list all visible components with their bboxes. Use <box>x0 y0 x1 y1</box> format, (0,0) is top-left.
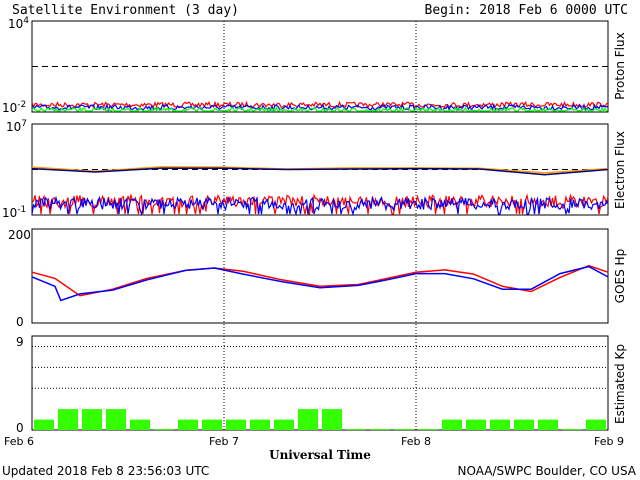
kp-bar <box>514 419 534 430</box>
kp-bar <box>154 429 174 430</box>
goes-hp-series-group <box>31 264 609 302</box>
kp-bar <box>346 429 366 430</box>
kp-bar <box>322 409 342 430</box>
proton-ymin-label: 10-2 <box>2 100 26 115</box>
kp-bar <box>442 419 462 430</box>
electron-ymax-label: 107 <box>6 119 27 134</box>
series-line <box>31 167 609 176</box>
proton-ymax-label: 104 <box>8 16 29 31</box>
series-line <box>31 193 609 215</box>
proton-panel <box>31 20 609 113</box>
x-tick-feb6: Feb 6 <box>4 435 34 448</box>
kp-bar <box>370 429 390 430</box>
kp-bar <box>130 419 150 430</box>
kp-bar <box>226 419 246 430</box>
goes-hp-ymax-label: 200 <box>8 228 31 242</box>
begin-time: Begin: 2018 Feb 6 0000 UTC <box>425 3 629 18</box>
proton-series-group <box>31 66 609 113</box>
series-line <box>31 106 609 113</box>
kp-bar <box>178 419 198 430</box>
x-tick-feb7: Feb 7 <box>209 435 239 448</box>
kp-ymin-label: 0 <box>16 421 24 435</box>
series-line <box>31 166 609 174</box>
x-tick-feb9: Feb 9 <box>594 435 624 448</box>
kp-bar <box>418 429 438 430</box>
kp-ymax-label: 9 <box>16 335 24 349</box>
kp-bar <box>274 419 294 430</box>
kp-bar <box>538 419 558 430</box>
series-line <box>31 265 609 302</box>
goes-hp-panel <box>31 228 609 324</box>
kp-bar <box>490 419 510 430</box>
kp-bar <box>466 419 486 430</box>
goes-hp-ymin-label: 0 <box>16 315 24 329</box>
electron-flux-label: Electron Flux <box>613 131 627 209</box>
series-line <box>31 103 609 112</box>
kp-bar <box>394 429 414 430</box>
kp-bar <box>34 419 54 430</box>
kp-bars-group <box>32 345 608 430</box>
estimated-kp-label: Estimated Kp <box>613 344 627 424</box>
x-tick-feb8: Feb 8 <box>401 435 431 448</box>
kp-bar <box>82 409 102 430</box>
kp-bar <box>106 409 126 430</box>
kp-bar <box>202 419 222 430</box>
series-line <box>31 195 609 217</box>
kp-bar <box>250 419 270 430</box>
x-axis-label: Universal Time <box>269 448 371 462</box>
series-line <box>31 264 609 297</box>
kp-bar <box>58 409 78 430</box>
goes-hp-label: GOES Hp <box>613 249 627 303</box>
kp-bar <box>562 429 582 430</box>
electron-series-group <box>31 166 609 217</box>
credit-line: NOAA/SWPC Boulder, CO USA <box>458 464 637 478</box>
plot-title: Satellite Environment (3 day) <box>12 3 239 18</box>
kp-bar <box>586 419 606 430</box>
kp-panel <box>31 335 609 431</box>
electron-ymin-label: 10-1 <box>2 205 26 220</box>
proton-flux-label: Proton Flux <box>613 32 627 99</box>
day-separators <box>223 21 417 430</box>
kp-bar <box>298 409 318 430</box>
updated-time: Updated 2018 Feb 8 23:56:03 UTC <box>2 464 209 478</box>
